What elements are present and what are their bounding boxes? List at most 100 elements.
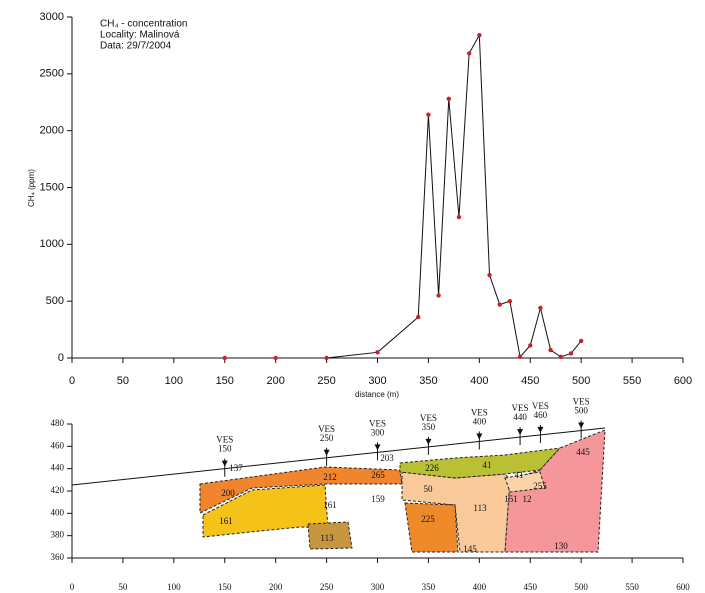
- ves-label: VES: [420, 413, 437, 423]
- data-point: [578, 338, 584, 344]
- resistivity-label: 203: [380, 453, 394, 463]
- x-tick-label: 600: [674, 375, 692, 387]
- x-tick-label: 500: [572, 375, 590, 387]
- y-tick-label: 400: [51, 507, 65, 517]
- x-tick-label: 100: [167, 582, 181, 592]
- x-tick-label: 200: [266, 375, 284, 387]
- ves-number: 150: [218, 444, 232, 454]
- data-point: [528, 343, 533, 348]
- ves-label: VES: [512, 403, 529, 413]
- section-layers: [199, 429, 606, 553]
- annotation: CH₄ - concentration: [100, 19, 187, 30]
- y-axis-label: CH₄ (ppm): [27, 169, 36, 207]
- data-point: [477, 32, 482, 38]
- annotation: Data: 29/7/2004: [100, 41, 172, 52]
- data-point: [497, 302, 502, 307]
- y-tick-label: 2500: [40, 68, 64, 80]
- ves-arrow: [517, 429, 524, 436]
- ves-number: 400: [473, 417, 487, 427]
- data-point: [273, 355, 278, 361]
- ves-label: VES: [532, 401, 549, 411]
- ves-label: VES: [471, 408, 488, 418]
- x-tick-label: 600: [676, 582, 690, 592]
- data-point: [558, 354, 563, 360]
- y-tick-label: 500: [46, 295, 64, 307]
- ves-arrow: [537, 426, 544, 433]
- data-point: [324, 355, 329, 361]
- resistivity-label: 130: [554, 541, 568, 551]
- resistivity-label: 151: [504, 494, 518, 504]
- x-tick-label: 550: [625, 582, 639, 592]
- y-tick-label: 480: [51, 418, 65, 428]
- y-tick-label: 460: [51, 440, 65, 450]
- x-tick-label: 50: [118, 582, 128, 592]
- x-tick-label: 0: [69, 375, 75, 387]
- terrain-line: [71, 427, 606, 486]
- data-point: [375, 350, 380, 355]
- ves-number: 350: [422, 422, 436, 432]
- layer: [307, 521, 353, 550]
- ves-label: VES: [216, 435, 233, 445]
- x-tick-label: 100: [165, 375, 183, 387]
- data-point: [416, 314, 421, 320]
- x-tick-label: 350: [422, 582, 436, 592]
- data-point: [466, 51, 472, 56]
- resistivity-label: 113: [320, 533, 334, 543]
- data-point: [446, 96, 451, 102]
- ves-arrow: [425, 438, 432, 445]
- data-point: [548, 347, 553, 353]
- data-point: [456, 214, 462, 220]
- data-point: [507, 298, 513, 304]
- layer: [199, 466, 403, 514]
- data-point: [517, 354, 523, 360]
- ves-arrow: [323, 449, 330, 456]
- data-line: [224, 33, 582, 359]
- resistivity-label: 137: [229, 463, 243, 473]
- x-tick-label: 300: [368, 375, 386, 387]
- x-tick-label: 0: [70, 582, 75, 592]
- ves-number: 500: [574, 406, 588, 416]
- ves-label: VES: [318, 424, 335, 434]
- y-tick-label: 0: [58, 352, 64, 364]
- data-point: [487, 272, 492, 278]
- resistivity-label: 265: [371, 470, 385, 480]
- layer: [404, 502, 459, 553]
- ves-number: 440: [513, 412, 527, 422]
- ves-arrow: [578, 422, 585, 429]
- layer: [504, 471, 546, 493]
- x-tick-label: 400: [470, 375, 488, 387]
- x-tick-label: 450: [524, 582, 538, 592]
- annotation: Locality: Malinová: [100, 30, 180, 41]
- data-point: [568, 351, 574, 356]
- x-tick-label: 150: [218, 582, 232, 592]
- x-tick-label: 550: [623, 375, 641, 387]
- resistivity-label: 226: [425, 463, 439, 473]
- resistivity-label: 445: [576, 447, 590, 457]
- resistivity-label: 255: [533, 481, 547, 491]
- y-tick-label: 380: [51, 530, 65, 540]
- data-point: [436, 293, 441, 298]
- resistivity-label: 145: [463, 544, 477, 554]
- x-tick-label: 350: [419, 375, 437, 387]
- resistivity-label: 113: [473, 503, 487, 513]
- resistivity-label: 41: [515, 470, 524, 480]
- resistivity-label: 200: [221, 488, 235, 498]
- ves-number: 300: [371, 427, 385, 437]
- y-tick-label: 1000: [40, 238, 64, 250]
- y-tick-label: 2000: [40, 125, 64, 137]
- ves-number: 250: [320, 433, 334, 443]
- resistivity-label: 212: [323, 472, 337, 482]
- resistivity-label: 161: [323, 500, 337, 510]
- x-tick-label: 250: [317, 375, 335, 387]
- ves-number: 460: [534, 410, 548, 420]
- x-tick-label: 150: [216, 375, 234, 387]
- resistivity-label: 159: [371, 494, 385, 504]
- resistivity-label: 161: [219, 516, 233, 526]
- x-tick-label: 250: [320, 582, 334, 592]
- ves-label: VES: [573, 397, 590, 407]
- x-axis-label: distance (m): [355, 390, 399, 399]
- y-tick-label: 440: [51, 463, 65, 473]
- y-tick-label: 420: [51, 485, 65, 495]
- resistivity-label: 50: [424, 484, 434, 494]
- ves-arrow: [374, 444, 381, 451]
